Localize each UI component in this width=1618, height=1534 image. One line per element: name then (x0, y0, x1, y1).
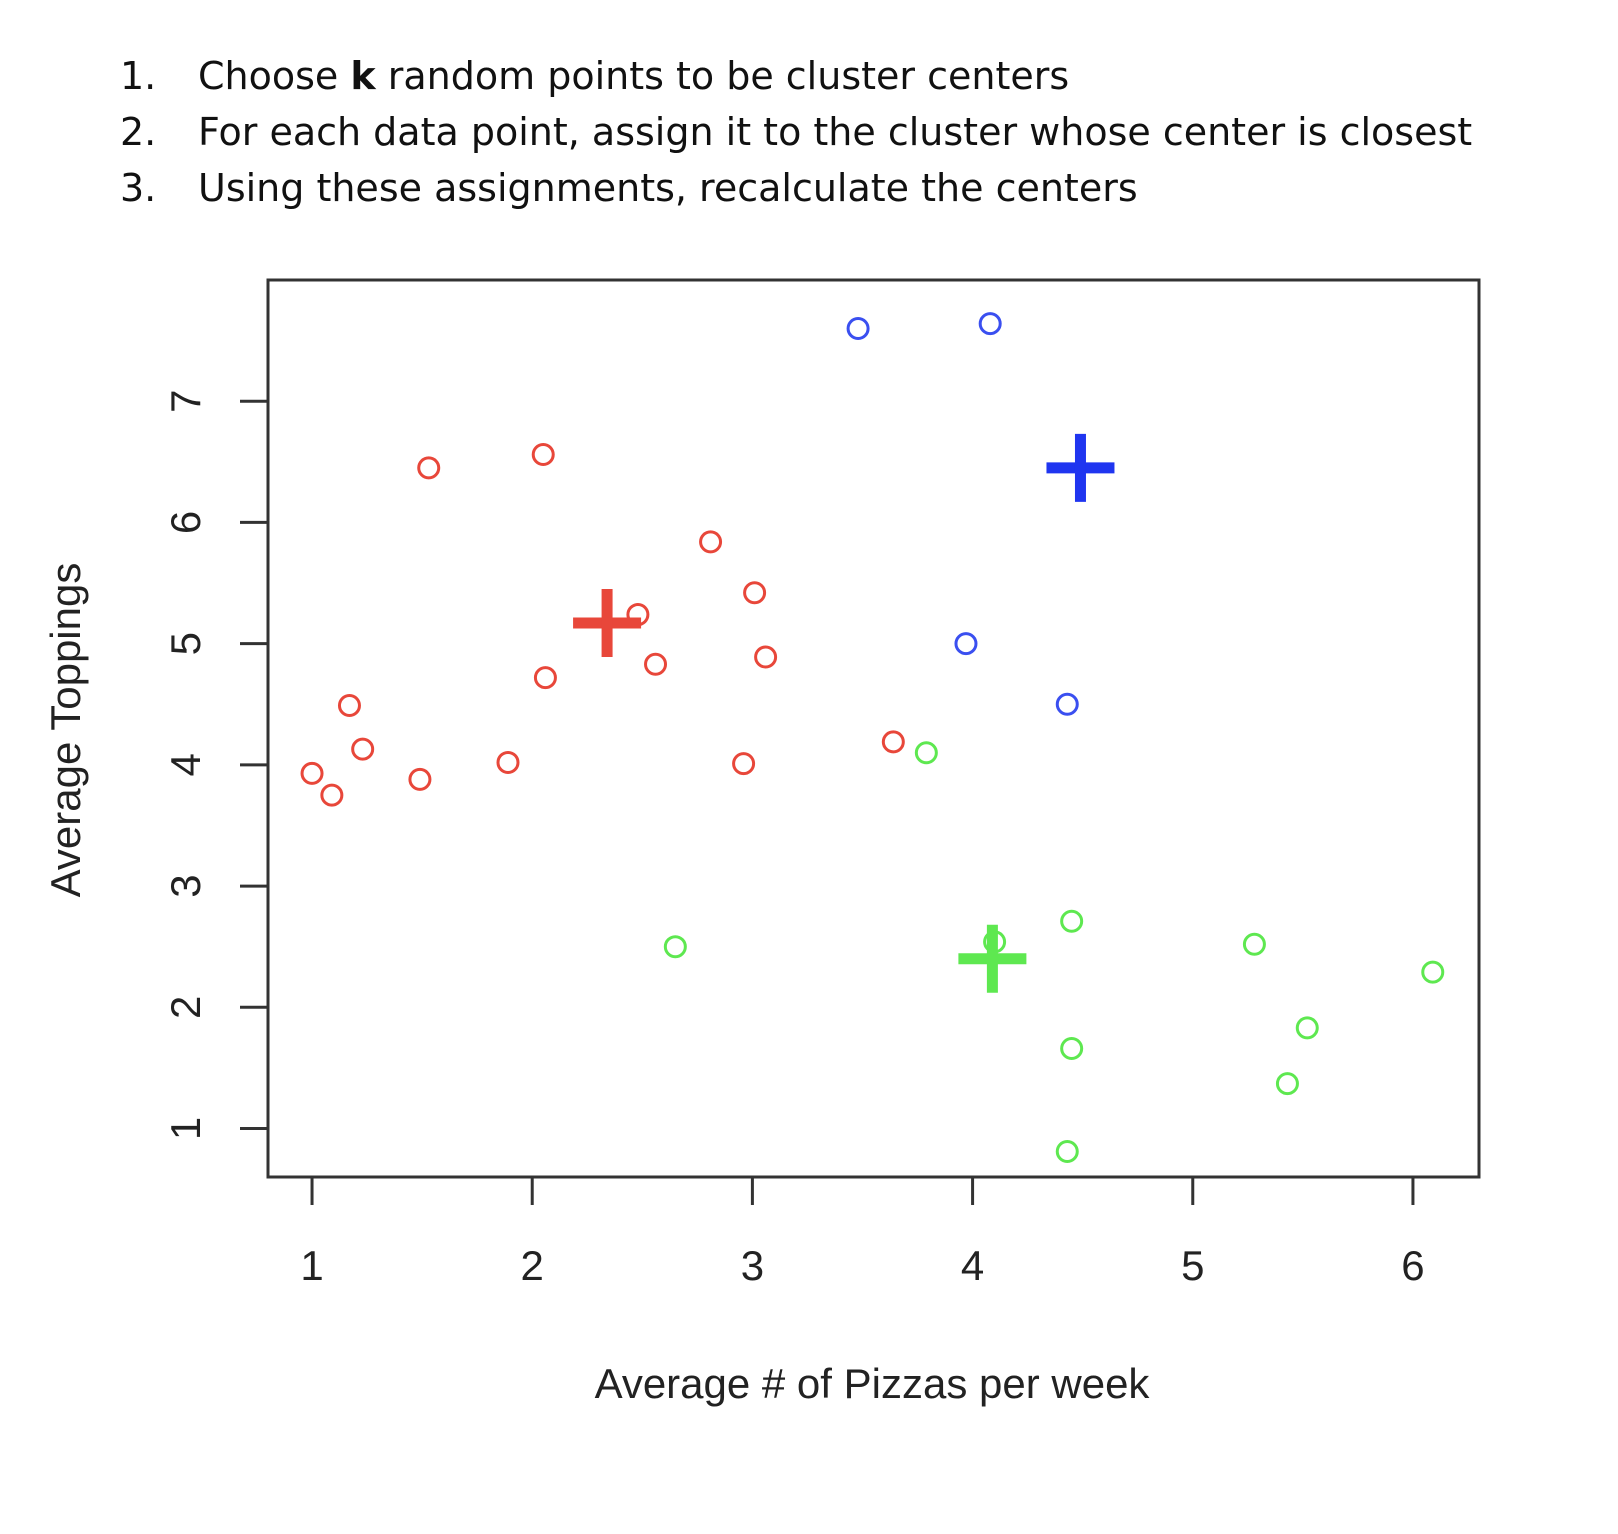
data-point (531, 443, 555, 467)
data-point (408, 767, 432, 791)
x-axis-title: Average # of Pizzas per week (595, 1360, 1151, 1407)
data-point (881, 730, 905, 754)
step-text: For each data point, assign it to the cl… (198, 104, 1472, 160)
cluster-center-marker (1046, 433, 1115, 502)
data-point (663, 935, 687, 959)
instruction-step: 2. For each data point, assign it to the… (120, 104, 1472, 160)
step-number: 1. (120, 54, 157, 98)
instruction-step: 1. Choose k random points to be cluster … (120, 48, 1472, 104)
step-text-bold: k (350, 54, 376, 98)
data-point (300, 761, 324, 785)
y-tick-label: 4 (162, 753, 209, 776)
data-point (417, 456, 441, 480)
data-point (1275, 1072, 1299, 1096)
step-number: 3. (120, 166, 157, 210)
data-point (337, 693, 361, 717)
plot-frame (266, 278, 1481, 1179)
data-point (496, 750, 520, 774)
data-point (1295, 1016, 1319, 1040)
x-tick-label: 5 (1181, 1242, 1204, 1289)
data-point (1060, 1037, 1084, 1061)
y-axis-title: Average Toppings (42, 563, 89, 898)
data-point (743, 581, 767, 605)
x-axis: 1 2 3 4 5 6 (300, 1175, 1425, 1289)
data-point (1055, 1140, 1079, 1164)
data-point (351, 737, 375, 761)
data-point (732, 752, 756, 776)
step-text-before: For each data point, assign it to the cl… (198, 110, 1473, 154)
step-number: 2. (120, 110, 157, 154)
data-point (320, 783, 344, 807)
cluster-centers (573, 433, 1115, 993)
data-point (914, 741, 938, 765)
data-point (699, 530, 723, 554)
data-point (1242, 932, 1266, 956)
y-tick-label: 6 (162, 511, 209, 534)
x-tick-label: 2 (521, 1242, 544, 1289)
y-tick-label: 7 (162, 390, 209, 413)
data-point (954, 632, 978, 656)
y-axis: 1 2 3 4 5 6 7 (162, 390, 270, 1140)
data-point (533, 666, 557, 690)
step-text-before: Choose (198, 54, 351, 98)
x-tick-label: 3 (741, 1242, 764, 1289)
y-tick-label: 2 (162, 996, 209, 1019)
cluster-center-marker (958, 924, 1027, 993)
step-text-after: random points to be cluster centers (375, 54, 1070, 98)
instruction-step: 3. Using these assignments, recalculate … (120, 160, 1472, 216)
data-point (1055, 692, 1079, 716)
cluster-center-marker (573, 589, 642, 658)
instruction-list: 1. Choose k random points to be cluster … (120, 48, 1472, 216)
data-point (644, 652, 668, 676)
data-points (300, 312, 1445, 1164)
x-tick-label: 6 (1401, 1242, 1424, 1289)
step-text: Using these assignments, recalculate the… (198, 160, 1138, 216)
step-text: Choose k random points to be cluster cen… (198, 48, 1069, 104)
data-point (846, 316, 870, 340)
y-tick-label: 1 (162, 1117, 209, 1140)
x-tick-label: 1 (300, 1242, 323, 1289)
data-point (978, 312, 1002, 336)
data-point (754, 645, 778, 669)
data-point (1060, 909, 1084, 933)
data-point (1421, 960, 1445, 984)
step-text-before: Using these assignments, recalculate the… (198, 166, 1138, 210)
y-tick-label: 5 (162, 632, 209, 655)
y-tick-label: 3 (162, 874, 209, 897)
x-tick-label: 4 (961, 1242, 984, 1289)
